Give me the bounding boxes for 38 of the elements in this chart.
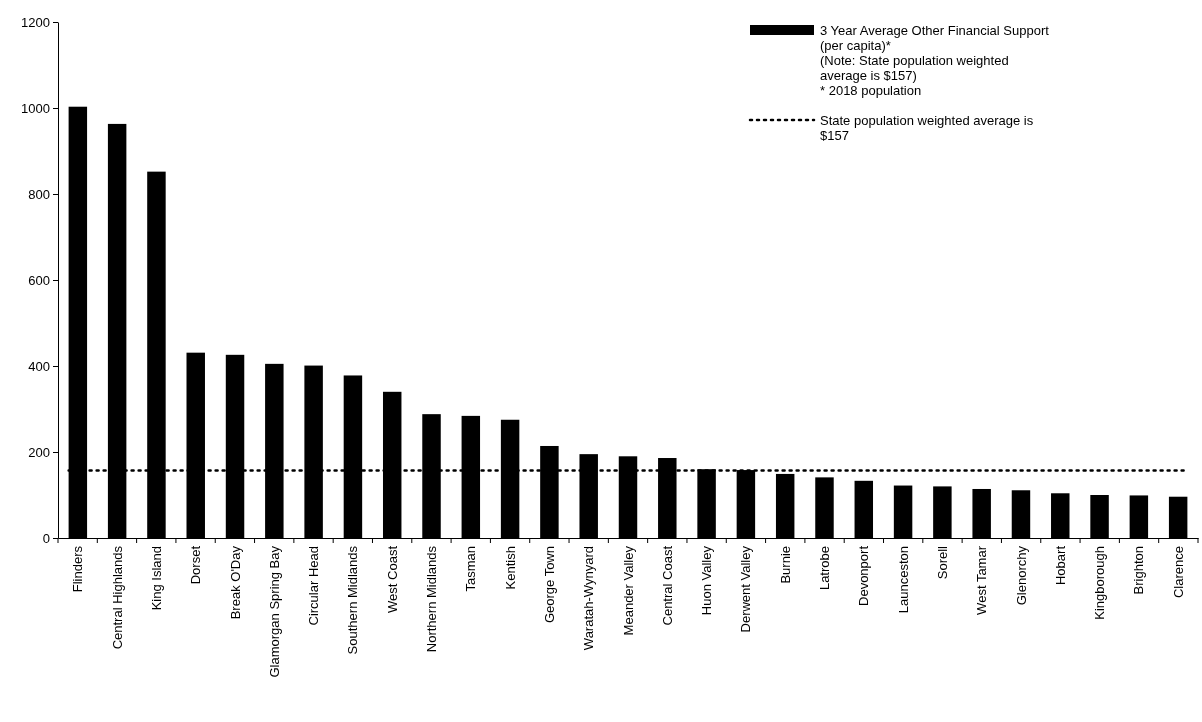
x-tick-label: Burnie <box>777 546 793 584</box>
y-tick-label: 600 <box>28 272 50 288</box>
x-tick-label: Waratah-Wynyard <box>581 546 597 651</box>
x-tick-label: Devonport <box>856 545 872 606</box>
y-tick-label: 1000 <box>21 100 50 116</box>
x-tick-label: George Town <box>541 546 557 624</box>
x-tick-label: West Coast <box>384 545 400 613</box>
y-tick-label: 200 <box>28 444 50 460</box>
x-tick-label: Launceston <box>895 546 911 614</box>
y-tick-label: 1200 <box>21 14 50 30</box>
x-tick-label: Hobart <box>1052 545 1068 586</box>
y-tick-label: 0 <box>42 530 50 546</box>
x-tick-label: Southern Midlands <box>345 545 361 655</box>
x-tick-label: King Island <box>148 546 164 611</box>
x-tick-label: Northern Midlands <box>424 545 440 653</box>
x-tick-label: Huon Valley <box>699 545 715 616</box>
x-tick-label: Circular Head <box>306 546 322 626</box>
y-tick-label: 400 <box>28 358 50 374</box>
x-tick-label: Glamorgan Spring Bay <box>266 545 282 678</box>
y-tick-label: 800 <box>28 186 50 202</box>
x-tick-label: West Tamar <box>974 545 990 615</box>
legend-label: 3 Year Average Other Financial Support (per capita)* (Note: State population weighted average is $157) * 2018 population <box>820 22 1050 98</box>
x-tick-label: Kentish <box>502 546 518 590</box>
x-tick-label: Central Coast <box>659 545 675 626</box>
x-tick-label: Tasman <box>463 546 479 592</box>
x-tick-label: Latrobe <box>817 546 833 591</box>
x-tick-label: Flinders <box>70 545 86 593</box>
x-tick-label: Break O'Day <box>227 545 243 620</box>
x-tick-label: Derwent Valley <box>738 545 754 633</box>
x-tick-label: Kingborough <box>1092 546 1108 620</box>
x-tick-label: Dorset <box>188 545 204 585</box>
legend-label: State population weighted average is $157 <box>820 112 1034 143</box>
x-tick-label: Glenorchy <box>1013 545 1029 606</box>
x-tick-label: Clarence <box>1170 546 1186 599</box>
x-tick-label: Sorell <box>934 545 950 580</box>
x-tick-label: Brighton <box>1131 546 1147 595</box>
x-tick-label: Central Highlands <box>109 545 125 650</box>
x-tick-label: Meander Valley <box>620 545 636 636</box>
